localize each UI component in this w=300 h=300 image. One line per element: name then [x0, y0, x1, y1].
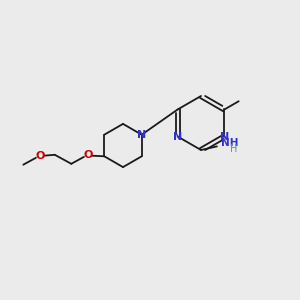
Text: O: O [83, 150, 92, 160]
Text: NH: NH [221, 138, 238, 148]
Text: O: O [35, 151, 44, 161]
Text: N: N [137, 130, 146, 140]
Text: H: H [230, 144, 238, 154]
Text: N: N [173, 131, 182, 142]
Text: N: N [220, 131, 229, 142]
